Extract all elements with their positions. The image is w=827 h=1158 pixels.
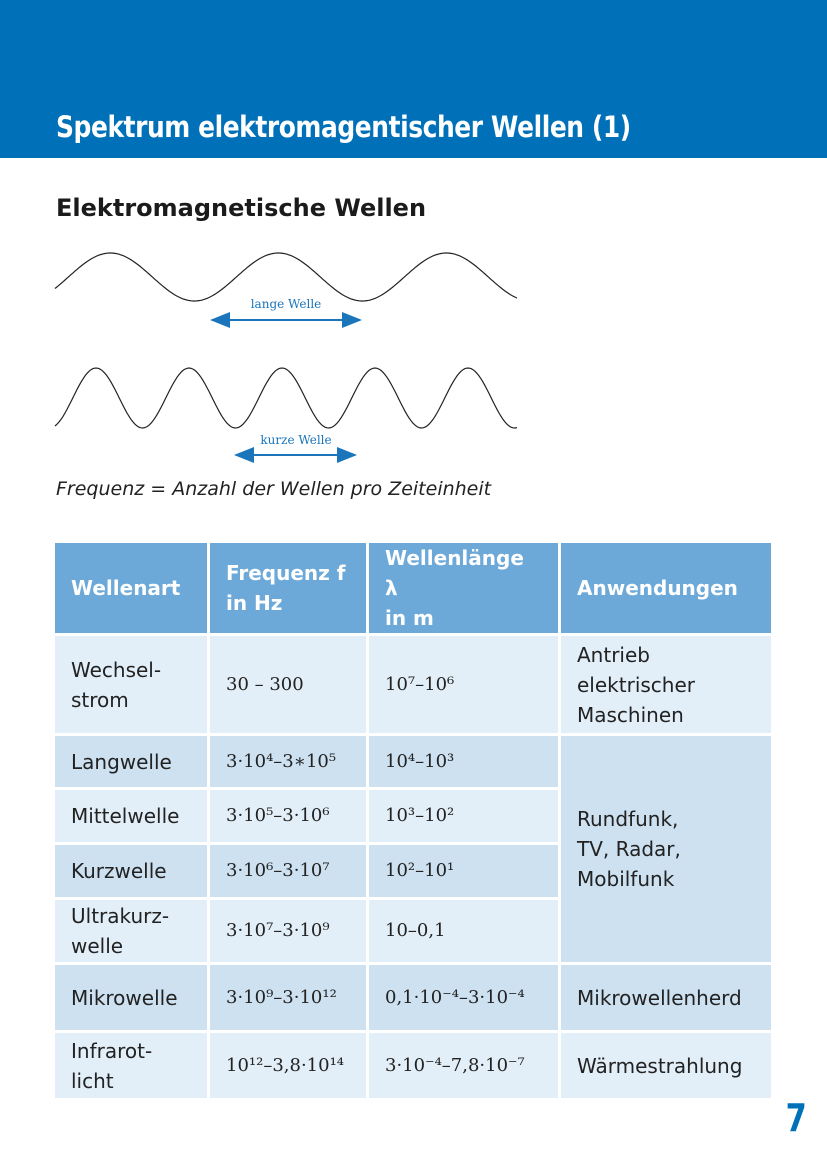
table-cell: Wechsel-strom: [55, 636, 207, 733]
cell-text: 3·10⁵–3·10⁶: [226, 805, 330, 826]
cell-text: Ultrakurz-: [71, 904, 170, 928]
table-cell: 10¹²–3,8·10¹⁴: [210, 1033, 366, 1098]
cell-text: Anwendungen: [577, 576, 738, 600]
cell-text: Mittelwelle: [71, 804, 180, 828]
cell-text: 10–0,1: [385, 920, 446, 941]
table-row: Mittelwelle 3·10⁵–3·10⁶ 10³–10²: [55, 790, 771, 842]
cell-text: Wechsel-: [71, 657, 162, 682]
cell-text: 3·10⁶–3·10⁷: [226, 860, 330, 881]
table-cell: Anwendungen: [561, 543, 771, 633]
cell-text: welle: [71, 934, 124, 958]
table-cell: Antrieb elektrischer Maschinen: [561, 636, 771, 733]
cell-text: Rundfunk,: [577, 807, 679, 831]
table-cell: Mikrowellenherd: [561, 965, 771, 1030]
table-cell: 3·10⁻⁴–7,8·10⁻⁷: [369, 1033, 558, 1098]
cell-text: 0,1·10⁻⁴–3·10⁻⁴: [385, 986, 525, 1008]
cell-text: Wellenart: [71, 576, 181, 600]
table-cell: 10⁴–10³: [369, 736, 558, 787]
table-row: Mikrowelle 3·10⁹–3·10¹² 0,1·10⁻⁴–3·10⁻⁴ Mik…: [55, 965, 771, 1030]
table: Wellenart Frequenz f in Hz Wellenlänge λ in …: [52, 540, 774, 1101]
table-cell: 3·10⁹–3·10¹²: [210, 965, 366, 1030]
table-cell: Ultrakurz-welle: [55, 900, 207, 962]
cell-text: strom: [71, 687, 129, 712]
cell-text: 10³–10²: [385, 805, 455, 826]
table-cell: Rundfunk, TV, Radar, Mobilfunk: [561, 736, 771, 962]
table-cell: Wellenart: [55, 543, 207, 633]
table-row: Kurzwelle 3·10⁶–3·10⁷ 10²–10¹: [55, 845, 771, 897]
table-cell: Mittelwelle: [55, 790, 207, 842]
long-wave: [54, 252, 518, 302]
cell-text: Langwelle: [71, 749, 172, 774]
cell-text: 10⁷–10⁶: [385, 673, 455, 695]
cell-text: in m: [385, 606, 434, 630]
cell-text: Infrarot-: [71, 1038, 153, 1063]
table-cell: Wellenlänge λ in m: [369, 543, 558, 633]
cell-text: 10²–10¹: [385, 860, 455, 881]
cell-text: Mobilfunk: [577, 867, 675, 891]
cell-text: 3·10⁹–3·10¹²: [226, 986, 337, 1008]
table-cell: Infrarot-licht: [55, 1033, 207, 1098]
section-title: Elektromagnetische Wellen: [56, 194, 427, 222]
page-title: Spektrum elektromagentischer Wellen (1): [56, 110, 631, 144]
cell-text: TV, Radar,: [577, 837, 681, 861]
cell-text: Kurzwelle: [71, 859, 167, 883]
cell-text: 3·10⁴–3∗10⁵: [226, 750, 337, 772]
table-cell: 10–0,1: [369, 900, 558, 962]
table-cell: 3·10⁶–3·10⁷: [210, 845, 366, 897]
cell-text: in Hz: [226, 591, 283, 615]
table-cell: 3·10⁴–3∗10⁵: [210, 736, 366, 787]
wave-label: kurze Welle: [260, 433, 331, 447]
cell-text: 10¹²–3,8·10¹⁴: [226, 1054, 345, 1076]
cell-text: Mikrowelle: [71, 985, 178, 1010]
wave-figure: lange Welle kurze Welle: [54, 252, 518, 463]
table-cell: 10³–10²: [369, 790, 558, 842]
header-band: [0, 0, 827, 158]
table-cell: 30 – 300: [210, 636, 366, 733]
cell-text: elektrischer: [577, 672, 695, 697]
table-cell: 3·10⁵–3·10⁶: [210, 790, 366, 842]
table-cell: 10⁷–10⁶: [369, 636, 558, 733]
table-cell: Kurzwelle: [55, 845, 207, 897]
cell-text: licht: [71, 1068, 114, 1093]
cell-text: Wärmestrahlung: [577, 1053, 743, 1078]
table-cell: 3·10⁷–3·10⁹: [210, 900, 366, 962]
table-row: Wechsel-strom 30 – 300 10⁷–10⁶ Antrieb elekt…: [55, 636, 771, 733]
short-wave: [54, 367, 518, 429]
header-row: Wellenart Frequenz f in Hz Wellenlänge λ in …: [55, 543, 771, 633]
table-cell: Mikrowelle: [55, 965, 207, 1030]
cell-text: 30 – 300: [226, 673, 304, 695]
cell-text: Mikrowellenherd: [577, 985, 742, 1010]
table-cell: 10²–10¹: [369, 845, 558, 897]
wave-label: lange Welle: [251, 297, 322, 311]
table-row: Langwelle 3·10⁴–3∗10⁵ 10⁴–10³ Rundfunk, TV, …: [55, 736, 771, 962]
table-cell: Frequenz f in Hz: [210, 543, 366, 633]
cell-text: 3·10⁷–3·10⁹: [226, 920, 330, 941]
table-row: Infrarot-licht 10¹²–3,8·10¹⁴ 3·10⁻⁴–7,8·10…: [55, 1033, 771, 1098]
cell-text: 10⁴–10³: [385, 750, 455, 772]
cell-text: Antrieb: [577, 642, 650, 667]
cell-text: Wellenlänge λ: [385, 546, 524, 600]
cell-text: 3·10⁻⁴–7,8·10⁻⁷: [385, 1054, 525, 1076]
page-number: 7: [785, 1096, 807, 1140]
table-row: Ultrakurz-welle 3·10⁷–3·10⁹ 10–0,1: [55, 900, 771, 962]
table-cell: Langwelle: [55, 736, 207, 787]
table-cell: 0,1·10⁻⁴–3·10⁻⁴: [369, 965, 558, 1030]
cell-text: Frequenz f: [226, 561, 346, 585]
table-cell: Wärmestrahlung: [561, 1033, 771, 1098]
formula: Frequenz = Anzahl der Wellen pro Zeitein…: [56, 478, 492, 500]
cell-text: Maschinen: [577, 702, 684, 727]
